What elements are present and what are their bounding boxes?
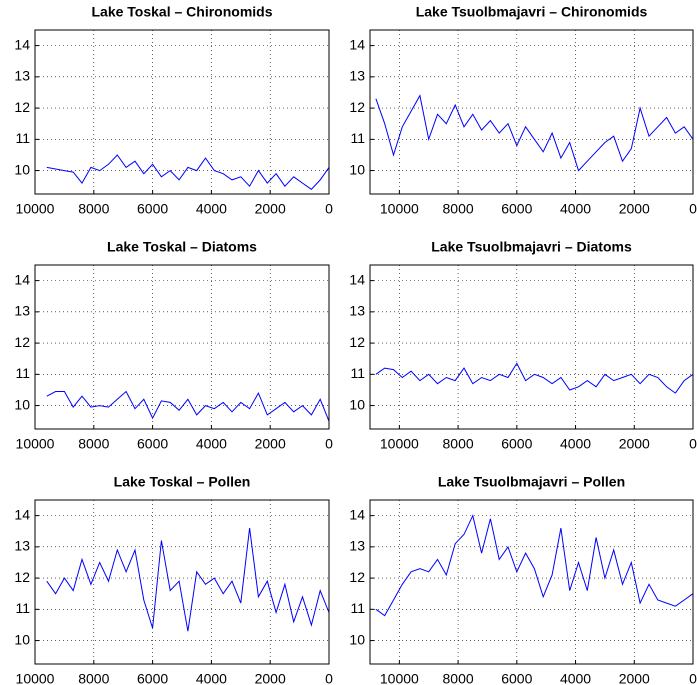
y-tick-label: 13 [349, 68, 365, 84]
data-line [46, 528, 330, 632]
x-tick-label: 8000 [78, 201, 109, 217]
x-tick-label: 10000 [380, 436, 419, 452]
x-tick-label: 6000 [137, 201, 168, 217]
plot-frame [34, 264, 330, 430]
y-tick-label: 11 [350, 365, 365, 381]
y-tick-label: 14 [349, 36, 365, 52]
x-tick-label: 2000 [619, 671, 650, 685]
x-tick-label: 6000 [501, 201, 532, 217]
x-tick-label: 0 [689, 201, 697, 217]
x-tick-label: 8000 [443, 671, 474, 685]
y-tick-label: 12 [14, 99, 30, 115]
x-tick-label: 2000 [255, 436, 286, 452]
data-line [46, 154, 330, 190]
x-tick-label: 8000 [443, 201, 474, 217]
y-tick-label: 13 [14, 538, 30, 554]
x-tick-label: 2000 [255, 201, 286, 217]
data-line [375, 362, 694, 394]
y-tick-label: 10 [14, 631, 30, 647]
data-line [375, 94, 694, 172]
plot-area [370, 500, 693, 664]
x-tick-label: 4000 [196, 671, 227, 685]
x-tick-label: 0 [689, 436, 697, 452]
subplot-title: Lake Toskal – Diatoms [107, 239, 257, 255]
y-tick-label: 14 [14, 36, 30, 52]
x-tick-label: 6000 [137, 436, 168, 452]
y-tick-label: 14 [349, 506, 365, 522]
x-tick-label: 4000 [560, 436, 591, 452]
x-tick-label: 4000 [196, 436, 227, 452]
y-tick-label: 13 [349, 303, 365, 319]
x-tick-label: 8000 [78, 436, 109, 452]
plot-frame [369, 29, 694, 195]
data-line [46, 390, 330, 422]
x-tick-label: 0 [325, 201, 333, 217]
y-tick-label: 11 [15, 365, 30, 381]
y-tick-label: 11 [15, 600, 30, 616]
x-tick-label: 0 [689, 671, 697, 685]
plot-area [35, 500, 329, 664]
y-tick-label: 10 [349, 161, 365, 177]
subplot-title: Lake Tsuolbmajavri – Pollen [438, 474, 625, 490]
y-tick-label: 10 [14, 396, 30, 412]
plot-area [35, 265, 329, 429]
x-tick-label: 2000 [619, 436, 650, 452]
x-tick-label: 2000 [619, 201, 650, 217]
y-tick-label: 12 [349, 569, 365, 585]
y-tick-label: 12 [14, 569, 30, 585]
x-tick-label: 10000 [380, 671, 419, 685]
x-tick-label: 10000 [16, 436, 55, 452]
y-tick-label: 10 [14, 161, 30, 177]
x-tick-label: 0 [325, 671, 333, 685]
x-tick-label: 8000 [78, 671, 109, 685]
y-tick-label: 12 [349, 99, 365, 115]
x-tick-label: 6000 [501, 436, 532, 452]
x-tick-label: 6000 [501, 671, 532, 685]
plot-frame [369, 499, 694, 665]
x-tick-label: 4000 [560, 201, 591, 217]
y-tick-label: 11 [350, 600, 365, 616]
y-tick-label: 11 [350, 130, 365, 146]
data-line [375, 514, 694, 617]
x-tick-label: 4000 [196, 201, 227, 217]
x-tick-label: 4000 [560, 671, 591, 685]
x-tick-label: 10000 [380, 201, 419, 217]
plot-frame [34, 499, 330, 665]
x-tick-label: 10000 [16, 201, 55, 217]
y-tick-label: 12 [14, 334, 30, 350]
subplot-title: Lake Toskal – Pollen [114, 474, 251, 490]
plot-area [370, 265, 693, 429]
y-tick-label: 13 [349, 538, 365, 554]
plot-area [370, 30, 693, 194]
y-tick-label: 10 [349, 631, 365, 647]
x-tick-label: 10000 [16, 671, 55, 685]
y-tick-label: 14 [349, 271, 365, 287]
subplot-title: Lake Tsuolbmajavri – Diatoms [431, 239, 632, 255]
y-tick-label: 14 [14, 506, 30, 522]
y-tick-label: 10 [349, 396, 365, 412]
x-tick-label: 8000 [443, 436, 474, 452]
y-tick-label: 12 [349, 334, 365, 350]
plot-frame [34, 29, 330, 195]
y-tick-label: 13 [14, 68, 30, 84]
y-tick-label: 11 [15, 130, 30, 146]
plot-area [35, 30, 329, 194]
y-tick-label: 13 [14, 303, 30, 319]
subplot-title: Lake Toskal – Chironomids [91, 4, 272, 20]
x-tick-label: 6000 [137, 671, 168, 685]
subplot-title: Lake Tsuolbmajavri – Chironomids [416, 4, 648, 20]
plot-frame [369, 264, 694, 430]
x-tick-label: 2000 [255, 671, 286, 685]
y-tick-label: 14 [14, 271, 30, 287]
x-tick-label: 0 [325, 436, 333, 452]
